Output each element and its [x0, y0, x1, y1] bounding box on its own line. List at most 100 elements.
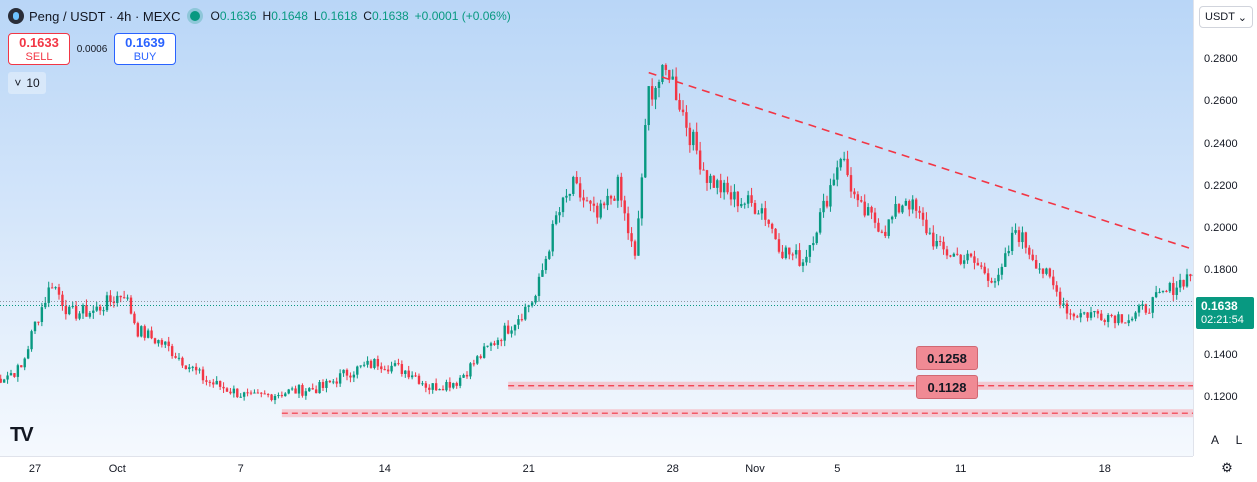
candle-body [842, 158, 846, 160]
candle-body [1189, 274, 1192, 277]
candle-body [510, 330, 513, 334]
candle-body [146, 330, 150, 338]
candle-body [184, 365, 188, 370]
auto-scale-button[interactable]: A [1206, 431, 1224, 449]
candle-body [548, 251, 551, 259]
candle-body [431, 383, 434, 390]
time-tick: 11 [954, 463, 967, 475]
candle-body [746, 195, 750, 204]
candle-body [458, 377, 462, 386]
candle-body [71, 306, 74, 308]
log-scale-button[interactable]: L [1230, 431, 1248, 449]
indicators-toggle-button[interactable]: ˅ 10 [8, 72, 46, 94]
candle-body [417, 375, 421, 384]
candle-body [232, 388, 236, 394]
candle-body [469, 363, 472, 377]
candle-body [290, 388, 294, 390]
candle-body [606, 195, 609, 206]
level-tag-lower[interactable]: 0.1128 [916, 375, 978, 399]
candlestick-chart[interactable] [0, 0, 1193, 456]
price-axis[interactable]: 0.2800 0.2600 0.2400 0.2200 0.2000 0.1800 0.14… [1193, 0, 1257, 456]
candle-body [695, 131, 698, 151]
candle-body [935, 241, 938, 247]
candle-body [95, 306, 98, 311]
price-tick: 0.2600 [1204, 95, 1238, 108]
symbol-title[interactable]: Peng / USDT · 4h · MEXC [29, 8, 181, 24]
price-tick: 0.2800 [1204, 53, 1238, 65]
candle-body [1004, 253, 1007, 267]
indicators-count: 10 [26, 76, 40, 90]
time-axis[interactable]: 27 Oct 7 14 21 28 Nov 5 11 18 [0, 456, 1193, 482]
candle-body [1134, 312, 1137, 319]
candle-body [1178, 279, 1182, 288]
level-tag-upper[interactable]: 0.1258 [916, 346, 978, 370]
candle-body [993, 281, 997, 283]
candle-body [284, 393, 287, 397]
candle-body [102, 310, 105, 312]
buy-button[interactable]: 0.1639 BUY [114, 33, 176, 65]
candle-body [561, 197, 565, 213]
candle-body [716, 180, 719, 188]
candle-body [164, 341, 167, 345]
candle-body [160, 340, 164, 345]
candle-body [544, 258, 548, 271]
candle-body [743, 203, 746, 205]
candle-body [1028, 247, 1031, 255]
candle-body [983, 266, 986, 274]
candle-body [383, 369, 386, 371]
time-tick: 5 [834, 463, 841, 475]
chevron-down-icon: ˅ [14, 76, 22, 90]
candle-body [980, 265, 983, 267]
candle-body [791, 254, 794, 256]
candle-body [1185, 274, 1189, 287]
candle-body [688, 127, 692, 146]
candle-body [517, 319, 520, 325]
candle-body [1041, 268, 1045, 274]
tradingview-logo[interactable]: TV [10, 424, 34, 446]
candle-body [270, 394, 273, 401]
candle-body [709, 175, 712, 183]
candle-body [126, 297, 129, 299]
candle-body [681, 109, 685, 113]
candle-body [901, 205, 904, 213]
time-tick: 7 [237, 463, 244, 475]
candle-body [462, 374, 465, 378]
sell-button[interactable]: 0.1633 SELL [8, 33, 70, 65]
candle-body [352, 374, 356, 378]
candle-body [1052, 276, 1055, 286]
candle-body [815, 232, 818, 244]
candle-body [397, 363, 400, 365]
chart-area[interactable] [0, 0, 1193, 456]
currency-select[interactable]: USDT ⌄ [1199, 6, 1253, 28]
candle-body [222, 386, 225, 389]
candle-body [9, 373, 13, 376]
candle-body [400, 364, 404, 374]
candle-body [685, 112, 688, 128]
candle-body [764, 208, 767, 220]
candle-body [150, 330, 153, 339]
candle-body [801, 262, 805, 266]
gear-icon[interactable]: ⚙ [1221, 460, 1233, 475]
candle-body [956, 253, 959, 255]
candle-body [633, 241, 637, 256]
candle-body [476, 356, 479, 364]
price-tick: 0.1200 [1204, 391, 1238, 403]
candle-body [1010, 232, 1014, 252]
candle-body [373, 358, 376, 368]
candle-body [1076, 316, 1079, 318]
candle-body [20, 365, 23, 368]
candle-body [1113, 315, 1117, 324]
candle-body [884, 231, 887, 236]
candle-body [757, 213, 760, 215]
candle-body [770, 223, 774, 229]
candle-body [575, 176, 578, 184]
candle-body [513, 324, 517, 331]
candle-body [966, 253, 969, 261]
candle-body [229, 391, 232, 394]
buy-price: 0.1639 [125, 35, 165, 50]
candle-body [952, 253, 956, 257]
candle-body [30, 331, 33, 350]
candle-body [205, 380, 208, 382]
candle-body [914, 199, 918, 211]
candle-body [338, 373, 342, 384]
